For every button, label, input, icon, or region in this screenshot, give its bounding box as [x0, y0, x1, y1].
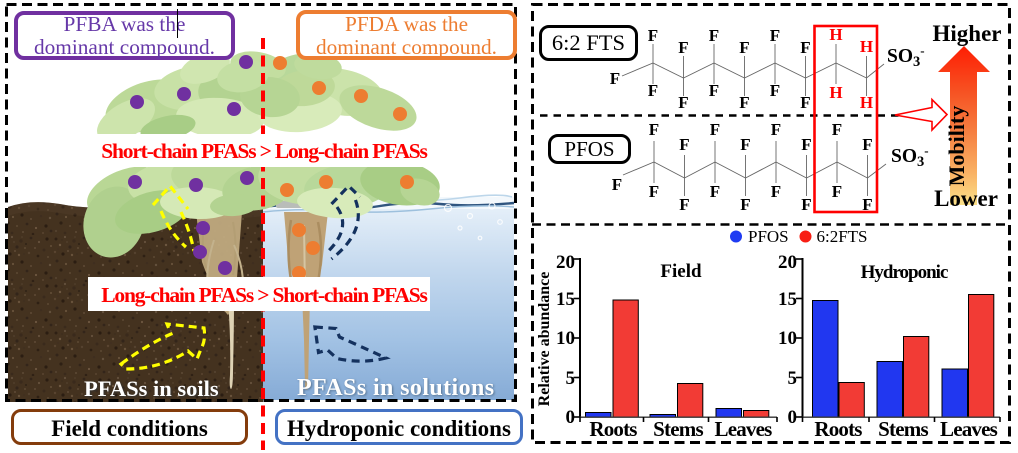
svg-text:F: F: [648, 81, 658, 100]
svg-text:0: 0: [788, 407, 798, 428]
svg-text:Mobility: Mobility: [944, 106, 969, 187]
svg-text:20: 20: [556, 252, 575, 273]
svg-text:F: F: [832, 120, 842, 139]
svg-text:F: F: [801, 195, 811, 214]
svg-text:F: F: [770, 81, 780, 100]
svg-text:15: 15: [778, 289, 797, 310]
svg-text:F: F: [739, 93, 749, 112]
svg-text:SO3-: SO3-: [891, 143, 929, 170]
svg-text:F: F: [771, 182, 781, 201]
svg-text:15: 15: [556, 289, 575, 310]
svg-text:F: F: [610, 69, 620, 88]
svg-text:F: F: [679, 135, 689, 154]
svg-text:F: F: [710, 182, 720, 201]
svg-text:Stems: Stems: [878, 417, 928, 441]
svg-text:F: F: [771, 120, 781, 139]
svg-text:F: F: [709, 26, 719, 45]
svg-text:10: 10: [778, 328, 797, 349]
svg-text:F: F: [709, 81, 719, 100]
svg-text:F: F: [678, 38, 688, 57]
svg-text:Roots: Roots: [589, 417, 637, 441]
svg-text:F: F: [832, 182, 842, 201]
svg-text:20: 20: [778, 252, 797, 273]
svg-text:F: F: [801, 135, 811, 154]
svg-text:F: F: [710, 120, 720, 139]
svg-text:F: F: [770, 26, 780, 45]
svg-text:F: F: [678, 93, 688, 112]
svg-text:5: 5: [566, 368, 576, 389]
svg-text:F: F: [800, 93, 810, 112]
svg-text:H: H: [860, 37, 873, 56]
svg-text:PFOS: PFOS: [748, 227, 789, 246]
svg-text:6:2FTS: 6:2FTS: [817, 227, 868, 246]
svg-text:0: 0: [566, 407, 576, 428]
svg-text:Roots: Roots: [814, 417, 862, 441]
svg-text:F: F: [739, 38, 749, 57]
svg-text:Stems: Stems: [653, 417, 703, 441]
svg-text:F: F: [612, 175, 622, 194]
svg-text:F: F: [648, 26, 658, 45]
svg-text:Relative abundance: Relative abundance: [536, 272, 553, 407]
svg-text:Higher: Higher: [933, 21, 1002, 46]
svg-text:F: F: [740, 135, 750, 154]
svg-text:H: H: [829, 83, 842, 102]
svg-text:10: 10: [556, 328, 575, 349]
svg-text:F: F: [679, 195, 689, 214]
svg-text:F: F: [740, 195, 750, 214]
svg-text:F: F: [862, 195, 872, 214]
svg-text:Lower: Lower: [934, 186, 998, 211]
svg-text:H: H: [829, 25, 842, 44]
svg-text:Field: Field: [660, 261, 702, 282]
svg-text:Leaves: Leaves: [940, 417, 998, 441]
svg-text:F: F: [649, 120, 659, 139]
svg-text:Hydroponic: Hydroponic: [861, 262, 948, 283]
svg-text:Leaves: Leaves: [714, 417, 772, 441]
svg-text:5: 5: [788, 368, 798, 389]
svg-text:F: F: [800, 38, 810, 57]
svg-text:SO3-: SO3-: [887, 43, 925, 70]
svg-text:H: H: [860, 93, 873, 112]
svg-text:F: F: [649, 182, 659, 201]
svg-text:F: F: [862, 135, 872, 154]
